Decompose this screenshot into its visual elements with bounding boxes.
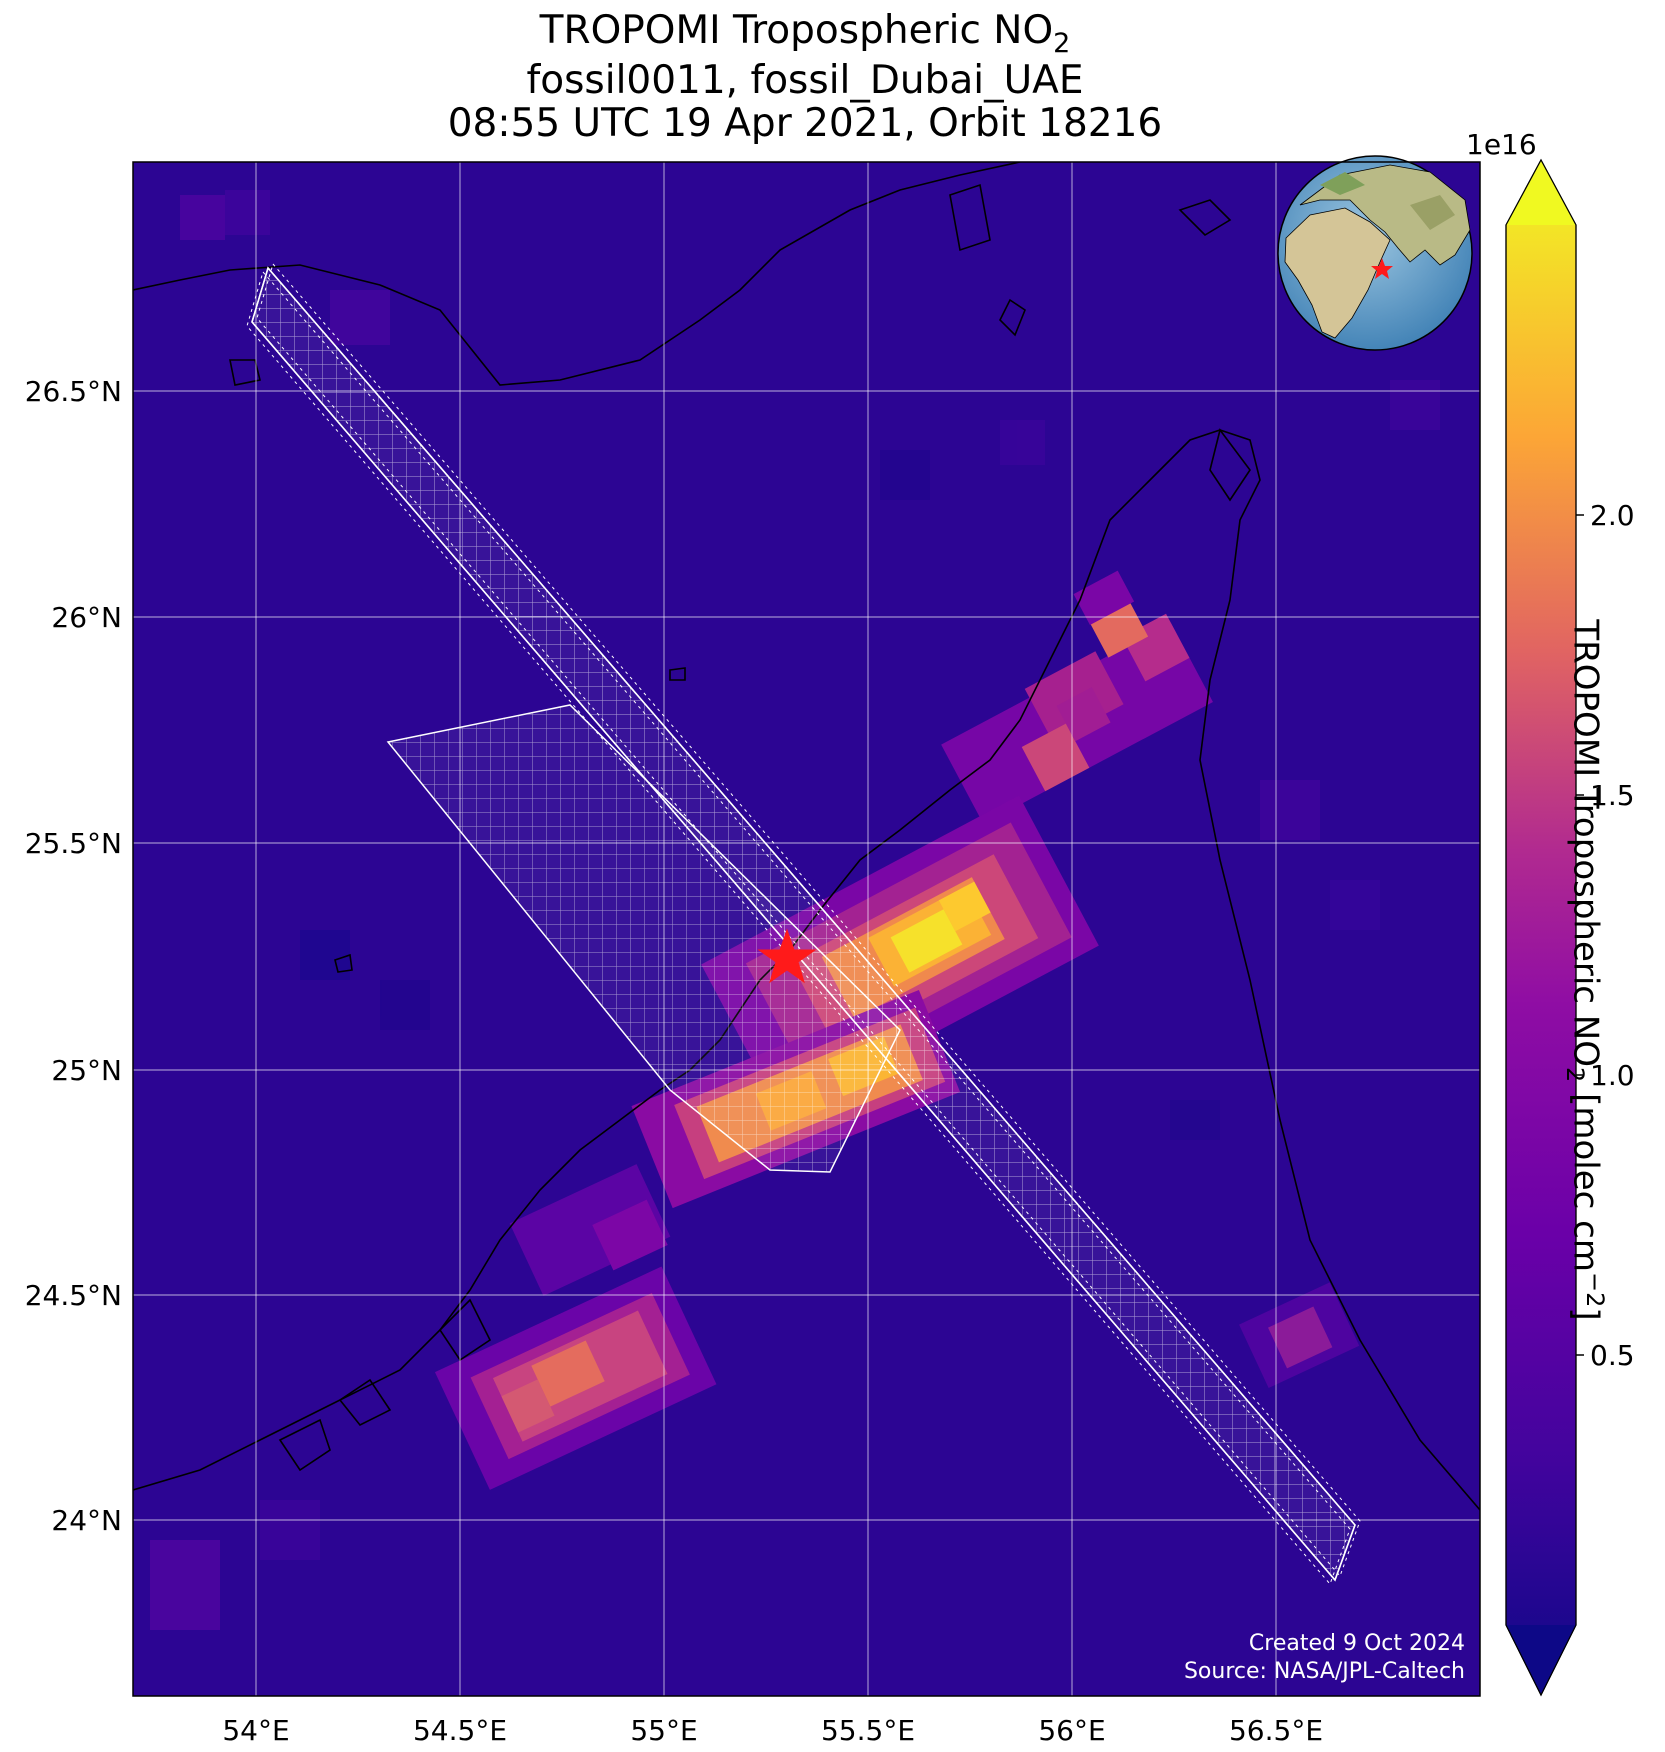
background-pixels — [150, 190, 1440, 1630]
lon-tick: 55°E — [630, 1714, 697, 1747]
map-frame — [132, 161, 1481, 1697]
credit-created: Created 9 Oct 2024 — [1249, 1631, 1465, 1656]
globe-target-star-icon — [1371, 258, 1393, 279]
lon-tick: 56.5°E — [1229, 1714, 1323, 1747]
lon-tick: 55.5°E — [821, 1714, 915, 1747]
coastline — [133, 162, 1480, 1511]
colorbar-tick: 2.0 — [1590, 499, 1635, 532]
lat-tick: 24.5°N — [25, 1279, 122, 1312]
colorbar-tick: 1.5 — [1590, 779, 1635, 812]
globe-land-africa — [1284, 207, 1391, 339]
colorbar-label: TROPOMI Tropospheric NO2 [molec cm−2] — [1561, 470, 1620, 1470]
title-line-2: fossil0011, fossil_Dubai_UAE — [526, 58, 1084, 103]
colorbar-tick: 0.5 — [1590, 1339, 1635, 1372]
lat-tick: 26°N — [51, 601, 122, 634]
colorbar-exponent: 1e16 — [1466, 128, 1537, 161]
lat-tick-labels: 26.5°N 26°N 25.5°N 25°N 24.5°N 24°N — [25, 375, 122, 1537]
inset-globe — [1277, 155, 1473, 351]
sounding-swath-target — [386, 704, 901, 1173]
lon-tick: 56°E — [1038, 1714, 1105, 1747]
title-line-3: 08:55 UTC 19 Apr 2021, Orbit 18216 — [447, 101, 1163, 146]
lat-tick: 24°N — [51, 1504, 122, 1537]
lon-tick: 54°E — [222, 1714, 289, 1747]
lon-tick: 54.5°E — [413, 1714, 507, 1747]
colorbar-label-sup: −2 — [1581, 1271, 1609, 1308]
colorbar-label-text: TROPOMI Tropospheric NO — [1565, 619, 1606, 1068]
colorbar: 0.5 1.0 1.5 2.0 — [1505, 158, 1635, 1697]
colorbar-label-close: ] — [1565, 1307, 1606, 1321]
colorbar-label-sub: 2 — [1560, 1067, 1589, 1083]
colorbar-tick: 1.0 — [1590, 1059, 1635, 1092]
credit-source: Source: NASA/JPL-Caltech — [1184, 1659, 1465, 1684]
colorbar-label-units: [molec cm — [1565, 1082, 1606, 1272]
plume-abudhabi — [434, 1266, 717, 1490]
lon-tick-labels: 54°E 54.5°E 55°E 55.5°E 56°E 56.5°E — [222, 1714, 1323, 1747]
title-line-1-subscript: 2 — [1053, 27, 1071, 59]
sounding-swath-main — [246, 262, 1361, 1585]
plume-coastal — [509, 1164, 671, 1296]
target-star-icon — [757, 928, 817, 984]
lat-tick: 25.5°N — [25, 827, 122, 860]
lat-tick: 25°N — [51, 1054, 122, 1087]
lat-tick: 26.5°N — [25, 375, 122, 408]
plume-northeast — [941, 613, 1213, 825]
title-line-1: TROPOMI Tropospheric NO2 — [0, 8, 1610, 67]
title-line-1-text: TROPOMI Tropospheric NO — [539, 8, 1054, 53]
